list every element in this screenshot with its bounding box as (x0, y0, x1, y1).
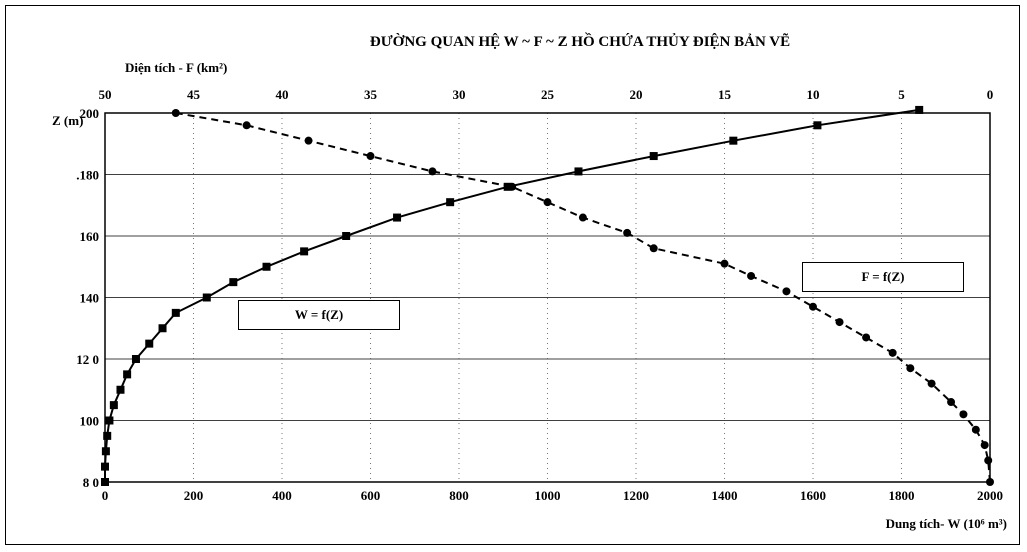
x-top-tick-label: 40 (276, 87, 289, 102)
w-data-point (729, 136, 738, 145)
w-data-point (229, 278, 238, 287)
x-top-tick-label: 20 (630, 87, 643, 102)
f-data-point (428, 167, 437, 176)
w-data-point (109, 401, 118, 410)
w-data-point (171, 308, 180, 317)
f-data-point (906, 364, 915, 373)
x-bottom-tick-label: 800 (449, 488, 469, 503)
f-data-point (508, 182, 517, 191)
plot-area (104, 112, 991, 483)
w-data-point (145, 339, 154, 348)
w-data-point (116, 385, 125, 394)
w-data-point (158, 324, 167, 333)
x-top-tick-label: 50 (99, 87, 112, 102)
w-data-point (342, 232, 351, 240)
f-data-point (971, 425, 980, 434)
w-data-point (202, 293, 211, 302)
x-top-tick-label: 10 (807, 87, 820, 102)
f-data-point (304, 136, 313, 145)
f-data-point (862, 333, 871, 342)
x-bottom-tick-label: 600 (361, 488, 381, 503)
f-data-point (782, 287, 791, 296)
series-line-w (104, 108, 920, 482)
x-bottom-tick-label: 1200 (623, 488, 649, 503)
bottom-axis-label: Dung tích- W (10⁶ m³) (886, 516, 1007, 531)
f-data-point (980, 441, 989, 450)
w-data-point (574, 167, 583, 176)
f-data-point (927, 379, 936, 388)
series-layer (101, 105, 994, 486)
chart-title: ĐƯỜNG QUAN HỆ W ~ F ~ Z HỒ CHỨA THỦY ĐIỆ… (370, 32, 790, 50)
w-data-point (131, 355, 140, 363)
y-tick-label: 100 (80, 414, 100, 429)
f-data-point (623, 228, 632, 237)
w-data-point (300, 247, 309, 256)
x-bottom-tick-label: 400 (272, 488, 292, 503)
y-tick-label: 160 (80, 229, 100, 244)
w-data-point (103, 431, 112, 440)
f-data-point (959, 410, 968, 419)
f-data-point (578, 213, 587, 222)
f-data-point (543, 198, 552, 207)
f-data-point (747, 271, 756, 280)
y-tick-label: .180 (76, 168, 99, 183)
y-tick-label: 8 0 (83, 475, 99, 490)
x-bottom-tick-label: 1400 (712, 488, 738, 503)
x-top-tick-label: 45 (187, 87, 201, 102)
w-data-point (649, 152, 658, 161)
x-top-tick-label: 15 (718, 87, 732, 102)
x-bottom-tick-label: 1000 (535, 488, 561, 503)
f-data-point (984, 456, 993, 465)
f-data-point (720, 259, 729, 268)
x-bottom-tick-label: 2000 (977, 488, 1003, 503)
w-data-point (393, 213, 402, 222)
legend-w: W = f(Z) (238, 300, 400, 330)
f-data-point (888, 348, 897, 357)
top-axis-label: Diện tích - F (km²) (125, 60, 227, 75)
w-data-point (262, 262, 271, 271)
x-top-tick-label: 5 (898, 87, 905, 102)
f-data-point (809, 302, 817, 311)
f-data-point (947, 398, 956, 407)
y-tick-label: 200 (80, 106, 100, 121)
x-bottom-tick-label: 1600 (800, 488, 826, 503)
w-data-point (813, 121, 822, 130)
f-data-point (366, 152, 375, 161)
w-data-point (446, 198, 455, 207)
f-data-point (242, 121, 251, 130)
f-data-point (649, 244, 658, 253)
y-tick-label: 140 (80, 291, 100, 306)
w-data-point (123, 370, 132, 379)
x-bottom-tick-label: 1800 (889, 488, 915, 503)
chart-frame (5, 5, 1020, 545)
x-top-tick-label: 0 (987, 87, 994, 102)
f-data-point (835, 318, 844, 327)
x-top-tick-label: 35 (364, 87, 378, 102)
x-bottom-tick-label: 0 (102, 488, 109, 503)
x-top-tick-label: 25 (541, 87, 555, 102)
w-data-point (101, 447, 110, 456)
x-bottom-tick-label: 200 (184, 488, 204, 503)
y-tick-label: 12 0 (76, 352, 99, 367)
legend-f: F = f(Z) (802, 262, 964, 292)
w-data-point (915, 105, 924, 114)
y-axis-label: Z (m) (52, 113, 83, 128)
grid (105, 113, 990, 482)
w-data-point (105, 416, 114, 425)
x-top-tick-label: 30 (453, 87, 466, 102)
